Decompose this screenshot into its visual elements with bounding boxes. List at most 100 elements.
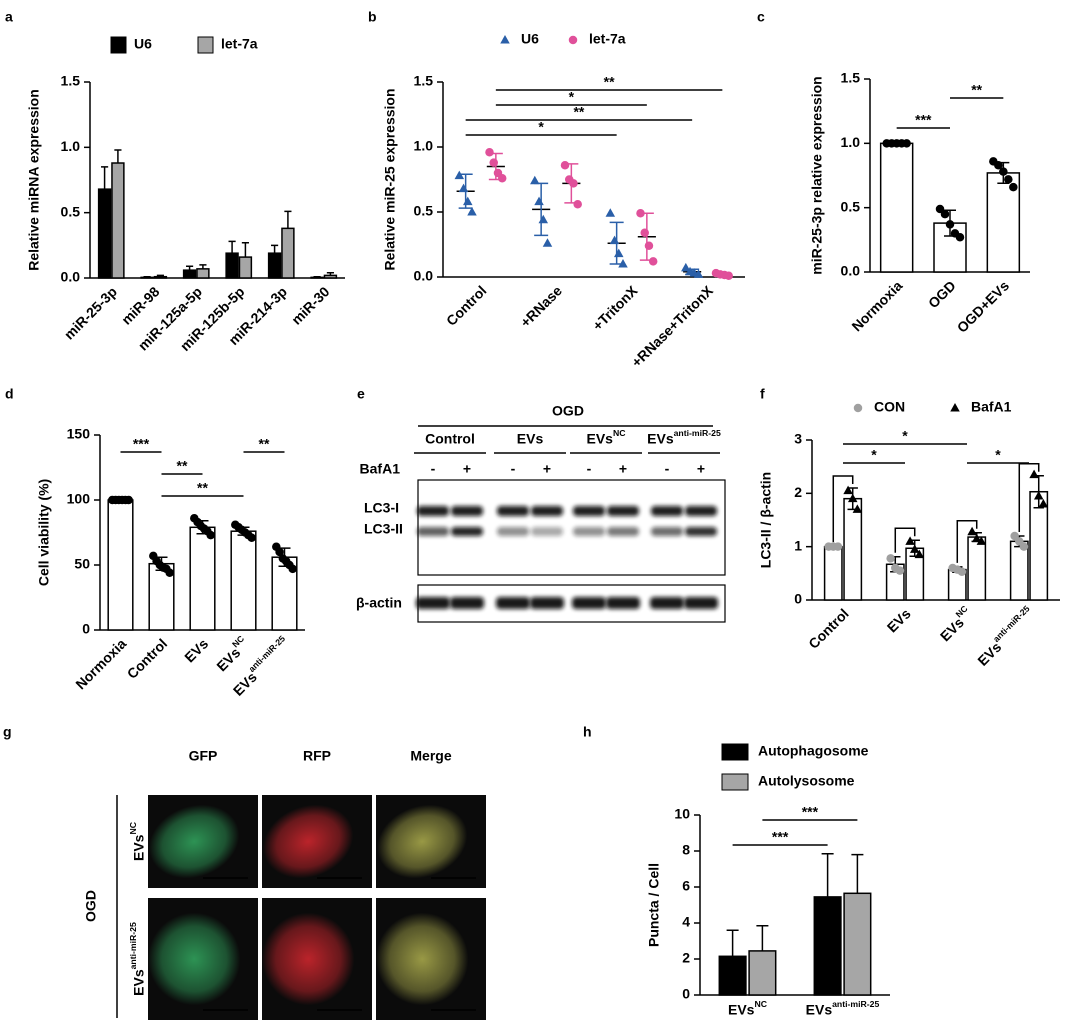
band — [451, 506, 483, 516]
y-tick-label: 4 — [682, 914, 690, 930]
y-tick-label: 0 — [682, 986, 690, 1002]
y-tick-label: 1.5 — [61, 73, 81, 89]
bar — [281, 227, 295, 279]
bar — [153, 275, 168, 279]
significance-label: ** — [573, 104, 584, 120]
drug-state: + — [619, 461, 627, 477]
y-tick-label: 0.5 — [414, 203, 434, 219]
bar — [748, 950, 777, 996]
cell — [147, 912, 241, 1006]
data-point — [618, 259, 628, 268]
data-point — [644, 241, 654, 251]
cell — [263, 804, 354, 879]
error-bar — [851, 853, 864, 894]
error-bar — [821, 852, 834, 897]
panel-letter: b — [368, 9, 377, 25]
error-bar — [228, 240, 236, 254]
x-tick-label: Control — [124, 635, 171, 682]
error-bar — [326, 272, 334, 276]
band — [607, 506, 639, 516]
y-tick-label: 1 — [794, 537, 802, 553]
band — [685, 527, 717, 536]
legend-label: CON — [874, 399, 905, 415]
y-axis-label: Relative miRNA expression — [26, 89, 42, 271]
error-bar — [114, 149, 122, 164]
band — [651, 527, 683, 536]
data-point — [940, 209, 950, 219]
error-bar — [143, 275, 151, 278]
panel-letter: a — [5, 9, 13, 25]
superscript: anti-miR-25 — [674, 428, 721, 438]
data-point — [560, 160, 570, 170]
x-tick-label: EVsNC — [935, 603, 976, 644]
band — [572, 597, 606, 609]
legend-marker — [853, 403, 863, 413]
bar — [196, 268, 210, 279]
bar — [967, 536, 987, 601]
y-tick-label: 1.5 — [841, 70, 861, 86]
treatment-label: EVsanti-miR-25 — [647, 428, 721, 446]
data-point — [833, 542, 843, 551]
band — [531, 527, 563, 536]
bar — [230, 530, 257, 631]
data-point — [1038, 499, 1049, 508]
row-label: EVsNC — [128, 821, 146, 861]
significance-label: ** — [604, 74, 615, 90]
significance-label: *** — [772, 829, 789, 845]
bar — [140, 276, 154, 279]
data-point — [693, 269, 704, 278]
drug-state: + — [463, 461, 471, 477]
data-point — [681, 262, 691, 272]
y-tick-label: 6 — [682, 878, 690, 894]
superscript: anti-miR-25 — [247, 634, 288, 675]
band — [450, 597, 484, 609]
data-point — [971, 533, 982, 543]
y-tick-label: 0 — [82, 621, 90, 637]
data-point — [852, 504, 863, 513]
pair-bracket — [956, 520, 978, 563]
x-tick-label: OGD+EVs — [954, 277, 1013, 336]
superscript: anti-miR-25 — [991, 604, 1032, 645]
significance-label: *** — [133, 436, 150, 452]
significance-label: * — [995, 447, 1001, 463]
data-point — [489, 158, 498, 167]
data-point — [999, 167, 1008, 176]
panel-letter: f — [760, 386, 765, 402]
y-axis-label: miR-25-3p relative expression — [809, 76, 825, 274]
drug-state: - — [665, 461, 670, 477]
drug-state: + — [543, 461, 551, 477]
data-point — [636, 209, 645, 218]
error-bar — [284, 210, 292, 229]
panel-letter: g — [3, 724, 12, 740]
y-axis-label: LC3-II / β-actin — [758, 472, 774, 568]
bar — [189, 526, 216, 631]
data-point — [640, 228, 649, 238]
superscript: anti-miR-25 — [832, 999, 879, 1009]
drug-state: - — [511, 461, 516, 477]
y-tick-label: 1.0 — [61, 138, 81, 154]
data-point — [530, 175, 540, 185]
band — [530, 597, 564, 609]
x-tick-label: Control — [443, 282, 490, 329]
cell — [375, 912, 469, 1006]
band — [573, 527, 605, 536]
x-tick-label: EVsNC — [728, 999, 768, 1017]
data-point — [843, 485, 853, 495]
bar — [843, 497, 863, 601]
data-point — [573, 199, 582, 209]
legend-swatch — [721, 773, 749, 791]
x-tick-label: +TritonX — [589, 282, 641, 334]
data-point — [1009, 182, 1018, 192]
treatment-label: EVs — [517, 431, 544, 447]
y-tick-label: 100 — [67, 491, 91, 507]
significance-label: ** — [197, 480, 208, 496]
legend-label: let-7a — [589, 31, 626, 47]
column-label: RFP — [303, 748, 331, 764]
x-tick-label: miR-30 — [288, 283, 332, 327]
treatment-label: Control — [425, 431, 475, 447]
data-point — [955, 233, 965, 242]
blot-group: OGD — [552, 403, 584, 419]
pair-bracket — [832, 475, 854, 543]
column-label: GFP — [189, 748, 218, 764]
y-tick-label: 1.0 — [414, 138, 434, 154]
